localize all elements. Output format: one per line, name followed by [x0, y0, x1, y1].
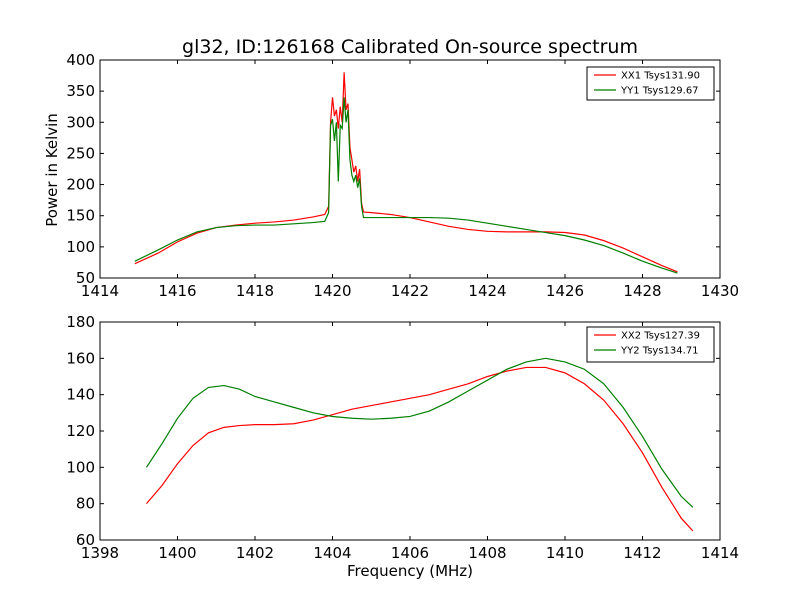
bottom-xlabel: Frequency (MHz)	[347, 562, 473, 580]
top-xtick-label: 1424	[468, 282, 506, 300]
top-ytick-label: 100	[66, 238, 95, 256]
bottom-legend-label-2: YY2 Tsys134.71	[620, 346, 699, 357]
bottom-series-line-1	[146, 366, 694, 532]
bottom-xtick-label: 1404	[313, 544, 351, 562]
bottom-xtick-label: 1400	[158, 544, 196, 562]
top-series-line-2	[134, 97, 678, 274]
bottom-ytick-label: 180	[66, 313, 95, 331]
bottom-legend-label-1: XX2 Tsys127.39	[621, 331, 700, 342]
bottom-ytick-label: 120	[66, 422, 95, 440]
bottom-xtick-label: 1410	[546, 544, 584, 562]
bottom-xtick-label: 1402	[236, 544, 274, 562]
top-xtick-label: 1420	[313, 282, 351, 300]
top-ylabel: Power in Kelvin	[43, 113, 61, 227]
top-xtick-label: 1428	[623, 282, 661, 300]
bottom-ytick-label: 160	[66, 349, 95, 367]
top-ytick-label: 150	[66, 207, 95, 225]
top-xtick-label: 1426	[546, 282, 584, 300]
bottom-xtick-label: 1406	[391, 544, 429, 562]
top-xtick-label: 1422	[391, 282, 429, 300]
top-xtick-label: 1418	[236, 282, 274, 300]
bottom-series-line-2	[145, 357, 694, 508]
bottom-ytick-label: 80	[76, 495, 95, 513]
bottom-xtick-label: 1408	[468, 544, 506, 562]
top-ytick-label: 400	[66, 51, 95, 69]
bottom-plot: 1398 1400 1402 1404 1406 1408 1410 1412 1414 60 80…	[66, 313, 739, 562]
top-legend-label-2: YY1 Tsys129.67	[620, 86, 699, 97]
top-ytick-label: 300	[66, 113, 95, 131]
top-legend-label-1: XX1 Tsys131.90	[621, 71, 700, 82]
bottom-xtick-label: 1414	[701, 544, 739, 562]
top-plot: 1414 1416 1418 1420 1422 1424 1426 1428 1430 50 10…	[66, 51, 739, 300]
top-ytick-label: 50	[76, 269, 95, 287]
top-series-line-1	[134, 72, 678, 273]
top-legend-box	[586, 66, 715, 101]
top-xtick-label: 1430	[701, 282, 739, 300]
top-ytick-label: 250	[66, 144, 95, 162]
bottom-xtick-label: 1412	[623, 544, 661, 562]
top-ytick-label: 200	[66, 176, 95, 194]
top-ytick-label: 350	[66, 82, 95, 100]
bottom-legend-box	[586, 326, 715, 363]
top-xtick-label: 1414	[81, 282, 119, 300]
top-xtick-label: 1416	[158, 282, 196, 300]
bottom-ytick-label: 140	[66, 386, 95, 404]
chart-title: gl32, ID:126168 Calibrated On-source spe…	[182, 36, 638, 58]
bottom-xtick-label: 1398	[81, 544, 119, 562]
bottom-ytick-label: 100	[66, 458, 95, 476]
bottom-ytick-label: 60	[76, 531, 95, 549]
